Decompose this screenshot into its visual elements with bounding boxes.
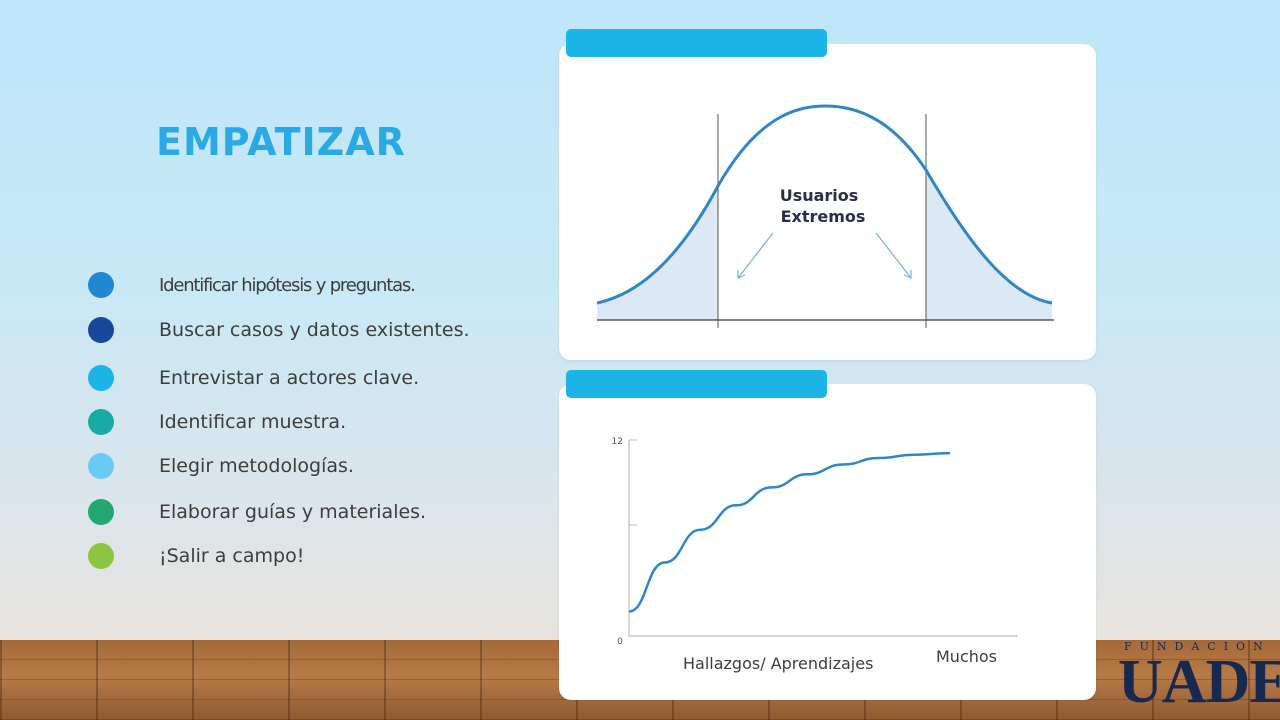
bullet-dot-icon — [88, 272, 114, 298]
x-axis-end-label: Muchos — [936, 647, 997, 666]
list-item-label: Entrevistar a actores clave. — [159, 367, 420, 389]
list-item: Entrevistar a actores clave. — [88, 363, 508, 393]
left-arrow-icon — [737, 232, 774, 279]
bell-curve-diagram: Usuarios Extremos — [596, 104, 1054, 328]
list-item: Elaborar guías y materiales. — [88, 497, 508, 527]
list-item-label: Identificar hipótesis y preguntas. — [159, 274, 416, 296]
right-arrow-icon — [875, 232, 912, 279]
card-tab-bottom — [566, 370, 827, 398]
left-arrowhead — [737, 270, 746, 279]
list-item: Identificar muestra. — [88, 407, 508, 437]
extreme-users-label-line2: Extremos — [781, 207, 866, 226]
list-item: Buscar casos y datos existentes. — [88, 315, 508, 345]
left-tail-fill — [597, 186, 718, 320]
list-item-label: Elaborar guías y materiales. — [159, 501, 427, 523]
bullet-dot-icon — [88, 499, 114, 525]
list-item: Identificar hipótesis y preguntas. — [88, 270, 508, 300]
page-title: EMPATIZAR — [156, 120, 406, 164]
bullet-dot-icon — [88, 453, 114, 479]
x-axis-label: Hallazgos/ Aprendizajes — [683, 654, 873, 673]
uade-logo: FUNDACION UADE — [1118, 640, 1280, 720]
bullet-dot-icon — [88, 409, 114, 435]
y-tick-label-max: 12 — [612, 437, 623, 447]
extreme-users-label-line1: Usuarios — [780, 186, 859, 205]
list-item-label: Elegir metodologías. — [159, 455, 354, 477]
bullet-dot-icon — [88, 365, 114, 391]
bullet-dot-icon — [88, 543, 114, 569]
list-item: Elegir metodologías. — [88, 451, 508, 481]
right-tail-fill — [926, 170, 1052, 320]
right-arrowhead — [903, 270, 912, 279]
y-tick-label-zero: 0 — [617, 637, 623, 647]
list-item-label: ¡Salir a campo! — [159, 545, 305, 567]
series-line — [628, 451, 951, 613]
bell-curve-line — [596, 104, 1053, 305]
logo-main-text: UADE — [1118, 648, 1280, 716]
bell-curve-card: Usuarios Extremos — [559, 44, 1096, 360]
card-tab-top — [566, 29, 827, 57]
list-item-label: Identificar muestra. — [159, 411, 347, 433]
logo-foundation-text: FUNDACION — [1124, 640, 1271, 653]
list-item-label: Buscar casos y datos existentes. — [159, 319, 470, 341]
bullet-dot-icon — [88, 317, 114, 343]
findings-line-chart: 12 0 Hallazgos/ Aprendizajes Muchos — [612, 437, 1018, 673]
findings-chart-card: 12 0 Hallazgos/ Aprendizajes Muchos — [559, 384, 1096, 700]
list-item: ¡Salir a campo! — [88, 541, 508, 571]
